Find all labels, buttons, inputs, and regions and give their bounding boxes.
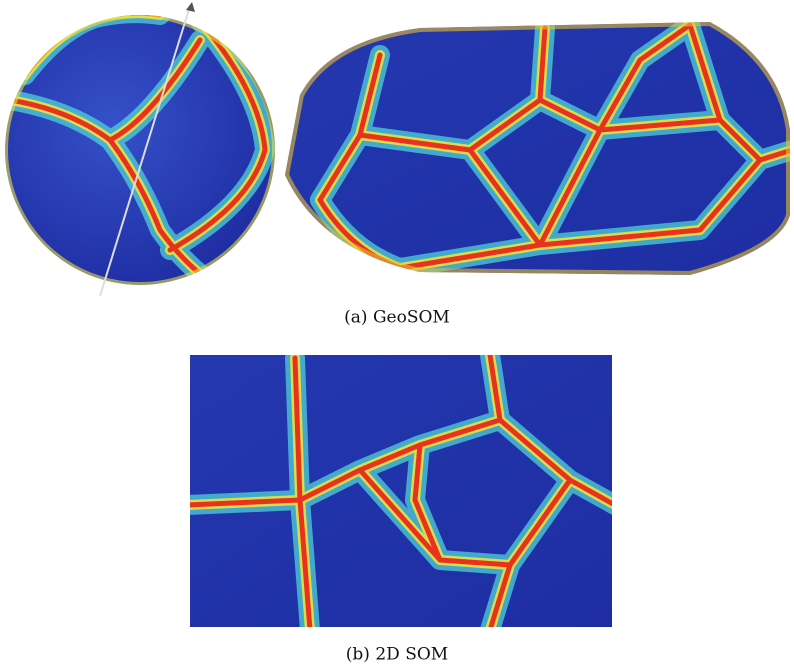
geosom-projection xyxy=(285,22,790,275)
caption: (b) 2D SOM xyxy=(346,645,448,665)
panel-a: (a) GeoSOM xyxy=(5,2,790,328)
axis-arrow xyxy=(186,2,195,12)
panel-b: (b) 2D SOM xyxy=(190,355,612,665)
caption: (a) GeoSOM xyxy=(344,308,450,328)
axis-line xyxy=(99,5,191,297)
som-2d-map xyxy=(190,355,612,627)
geosom-sphere xyxy=(5,15,275,285)
